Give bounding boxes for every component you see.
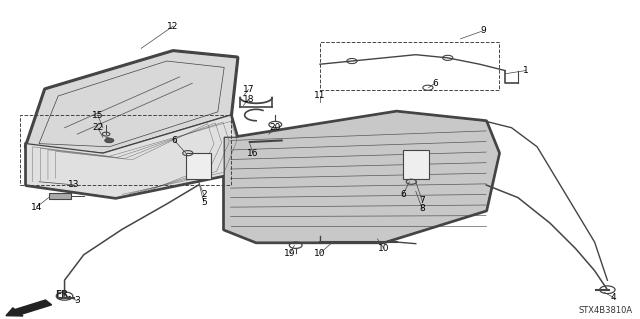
Polygon shape <box>49 193 71 199</box>
Text: 9: 9 <box>480 26 486 35</box>
Text: 5: 5 <box>201 198 207 207</box>
Text: 17: 17 <box>243 85 254 94</box>
Text: 2: 2 <box>201 190 207 199</box>
Text: 10: 10 <box>314 249 326 258</box>
Circle shape <box>105 138 114 143</box>
Text: 3: 3 <box>74 296 80 305</box>
Bar <box>20 115 230 185</box>
Bar <box>186 153 211 179</box>
Text: 6: 6 <box>432 79 438 88</box>
Text: 11: 11 <box>314 92 326 100</box>
Text: 8: 8 <box>419 204 425 213</box>
Polygon shape <box>26 51 237 153</box>
Text: 19: 19 <box>284 249 296 258</box>
Text: 10: 10 <box>378 244 390 253</box>
Text: 16: 16 <box>247 149 259 158</box>
Bar <box>320 42 499 90</box>
Text: 6: 6 <box>400 190 406 199</box>
Polygon shape <box>224 112 499 242</box>
Text: 22: 22 <box>92 123 104 132</box>
Text: 7: 7 <box>419 196 425 205</box>
Text: 1: 1 <box>523 66 529 75</box>
Text: 13: 13 <box>68 181 80 189</box>
Text: 15: 15 <box>92 111 104 120</box>
Text: 14: 14 <box>31 203 42 211</box>
Text: 4: 4 <box>611 293 616 302</box>
Text: 6: 6 <box>172 136 177 145</box>
Text: 20: 20 <box>269 123 281 132</box>
Text: STX4B3810A: STX4B3810A <box>579 306 633 315</box>
Bar <box>403 150 429 179</box>
FancyArrow shape <box>6 300 52 316</box>
Text: 12: 12 <box>168 22 179 31</box>
Text: FR.: FR. <box>55 290 72 299</box>
Polygon shape <box>26 115 237 197</box>
Text: 18: 18 <box>243 95 254 104</box>
